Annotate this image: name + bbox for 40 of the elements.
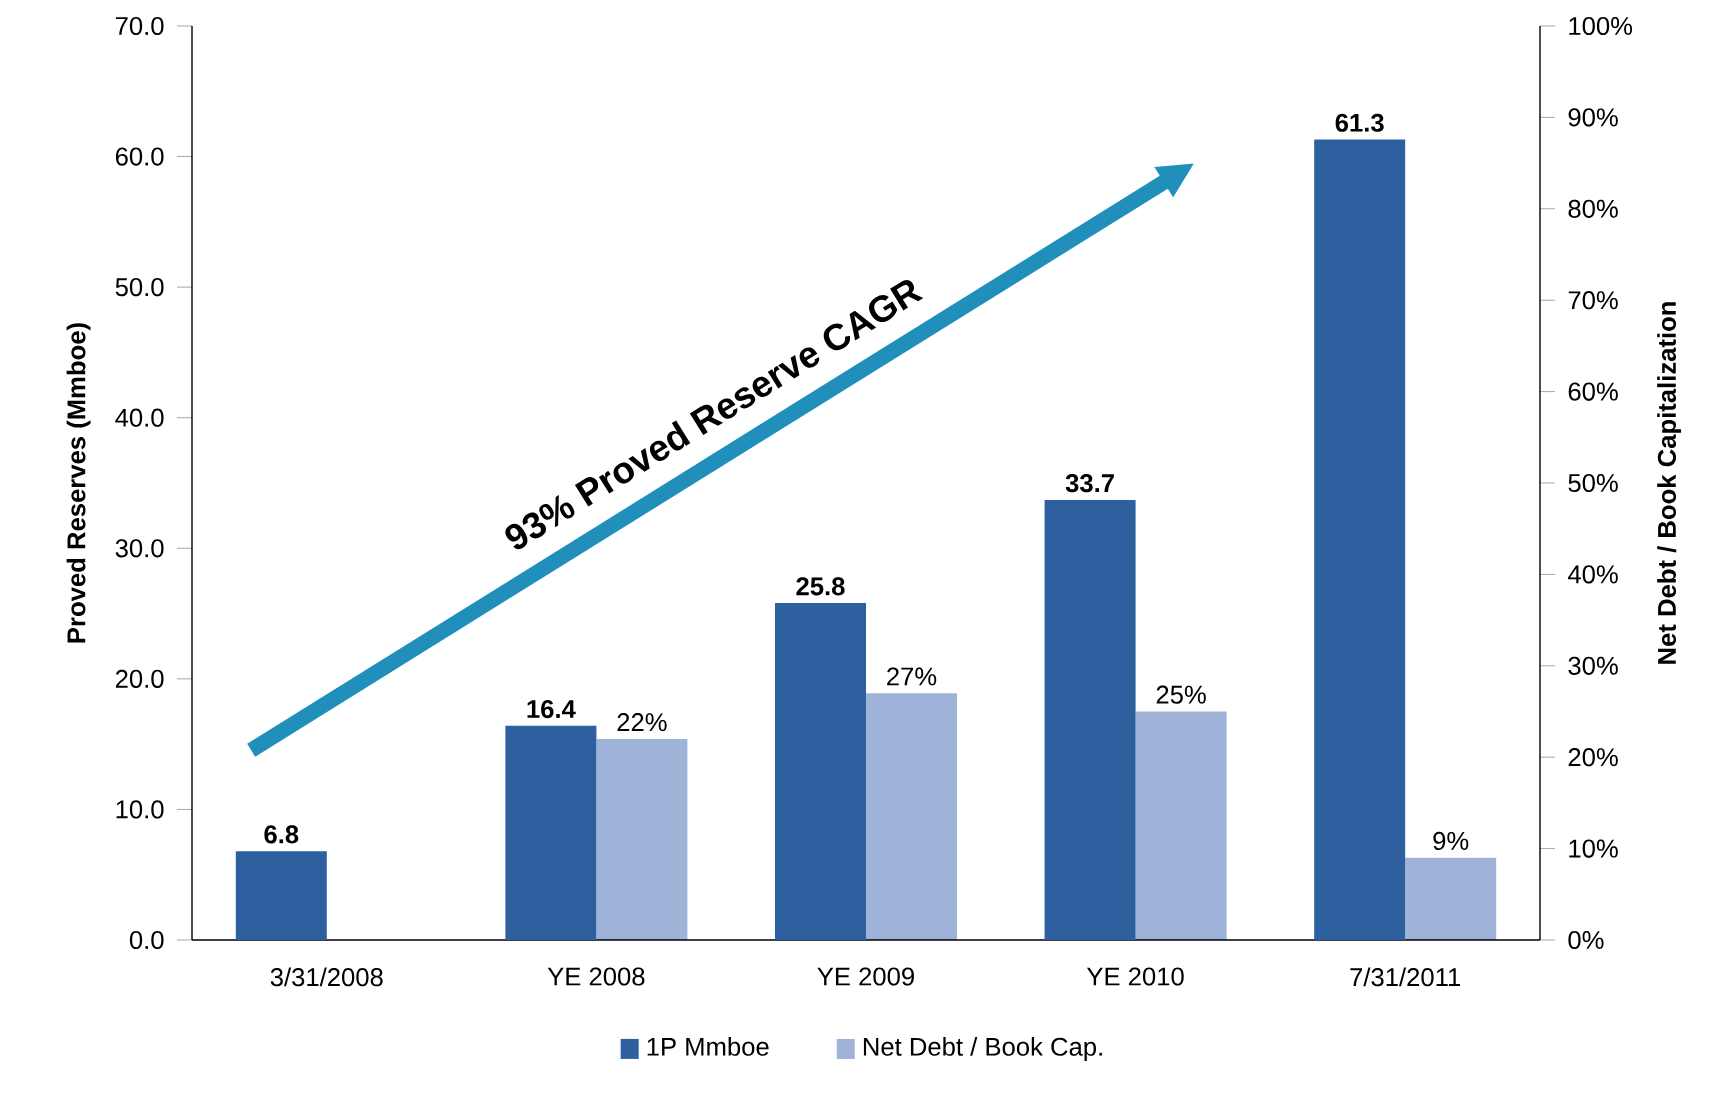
data-label: 27% [887, 667, 937, 686]
data-label: 25% [1156, 685, 1206, 704]
y-tick-label: 60.0 [115, 147, 164, 166]
y2-tick-label: 80% [1568, 199, 1618, 218]
y-tick-label: 0.0 [129, 930, 164, 950]
y-tick-label: 40.0 [115, 408, 164, 427]
data-label: 33.7 [1065, 474, 1114, 493]
y-tick-label: 70.0 [115, 16, 164, 36]
legend-label: 1P Mmboe [647, 1037, 769, 1056]
y2-tick-label: 30% [1568, 656, 1618, 675]
data-label: 25.8 [796, 577, 845, 596]
y2-tick-label: 20% [1568, 748, 1618, 767]
y2-tick-label: 60% [1568, 382, 1618, 401]
x-tick-label: YE 2008 [547, 967, 645, 986]
x-tick-label: YE 2010 [1086, 967, 1184, 986]
y-tick-label: 10.0 [116, 800, 164, 819]
data-label: 6.8 [264, 825, 299, 844]
y-axis-title: Proved Reserves (Mmboe) [66, 323, 91, 643]
y-tick-label: 50.0 [115, 278, 164, 297]
y2-tick-label: 10% [1569, 839, 1618, 858]
y2-tick-label: 100% [1569, 16, 1633, 36]
x-tick-label: 7/31/2011 [1350, 967, 1461, 987]
bar [235, 851, 327, 940]
y2-tick-label: 40% [1568, 565, 1618, 584]
y2-axis-title: Net Debt / Book Capitalization [1657, 302, 1682, 664]
y2-tick-label: 70% [1568, 291, 1618, 310]
legend-label: Net Debt / Book Cap. [863, 1037, 1102, 1061]
bar [1405, 857, 1497, 940]
y2-tick-label: 90% [1568, 108, 1618, 127]
y2-tick-label: 0% [1568, 930, 1604, 950]
data-label: 16.4 [527, 699, 576, 719]
y-tick-label: 20.0 [115, 669, 164, 688]
x-tick-label: YE 2009 [817, 967, 914, 986]
data-label: 9% [1433, 831, 1469, 851]
data-label: 61.3 [1335, 113, 1384, 132]
y-tick-label: 30.0 [115, 539, 164, 558]
bar [1314, 139, 1406, 940]
data-label: 22% [617, 713, 667, 732]
x-tick-label: 3/31/2008 [270, 967, 383, 987]
y2-tick-label: 50% [1568, 473, 1618, 493]
